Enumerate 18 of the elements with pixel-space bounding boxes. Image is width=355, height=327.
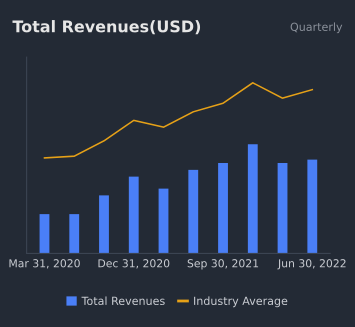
bar — [188, 170, 198, 254]
bar — [278, 163, 288, 254]
chart-subtitle: Quarterly — [290, 22, 342, 34]
bar — [128, 176, 139, 254]
bar — [99, 195, 109, 254]
x-tick-label: Sep 30, 2021 — [188, 259, 258, 270]
bar — [218, 163, 228, 254]
bar — [248, 144, 258, 254]
x-tick-label: Dec 31, 2020 — [98, 259, 170, 268]
legend-label: Total Revenues — [82, 296, 165, 306]
chart-title: Total Revenues(USD) — [12, 20, 200, 34]
bar — [40, 214, 50, 254]
bar — [307, 160, 318, 254]
x-tick-label: Jun 30, 2022 — [277, 259, 346, 270]
bar — [158, 188, 168, 254]
bar — [69, 214, 80, 254]
legend-label: Industry Average — [194, 296, 288, 308]
x-tick-label: Mar 31, 2020 — [9, 259, 80, 268]
